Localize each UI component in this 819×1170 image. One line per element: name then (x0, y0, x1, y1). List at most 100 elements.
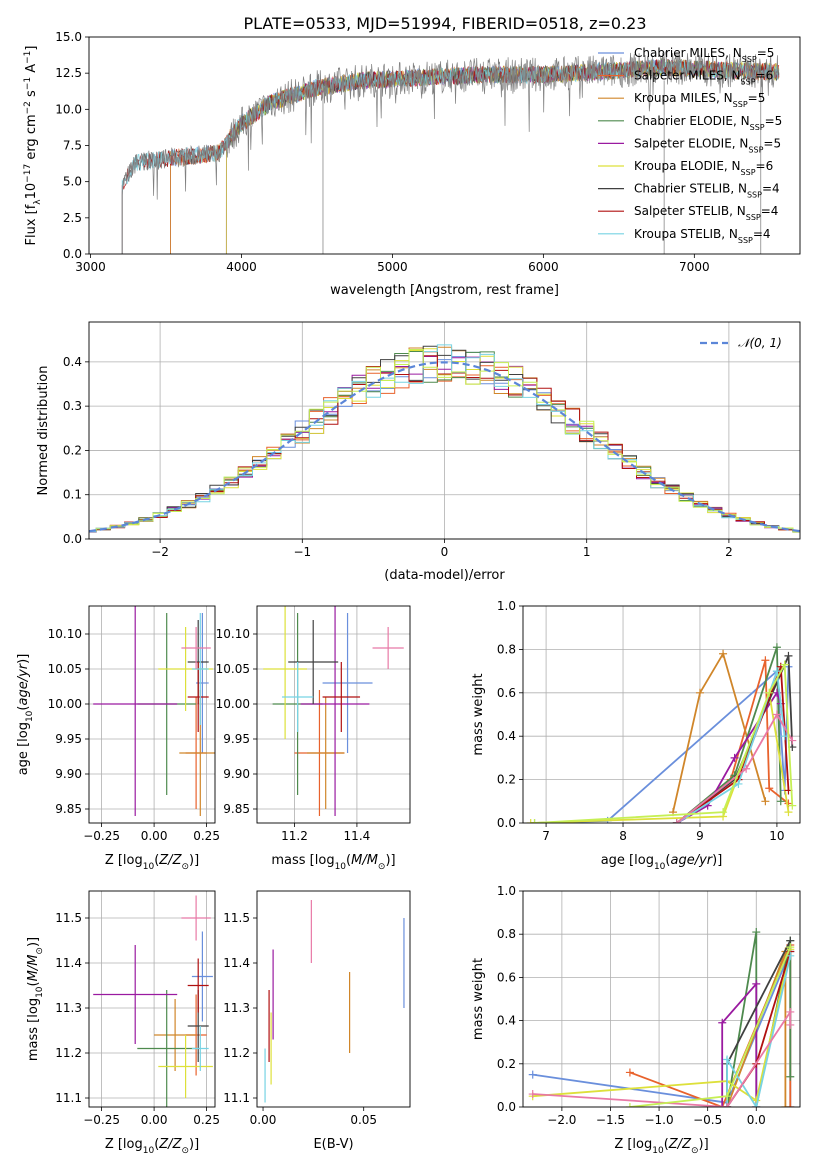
y-tick-label: 0.4 (497, 729, 516, 743)
x-tick-label: 11.4 (344, 829, 371, 843)
legend-label: Salpeter STELIB, NSSP=4 (634, 204, 778, 222)
label-fragment: M/M (26, 955, 41, 982)
label-fragment: )] (699, 1137, 709, 1152)
y-tick-label: 2.5 (63, 211, 82, 225)
weight-point-marker (723, 1092, 732, 1101)
weight-point-marker (786, 1072, 795, 1081)
y-tick-label: 0.0 (63, 532, 82, 546)
legend-label: Chabrier ELODIE, NSSP=5 (634, 114, 782, 132)
label-fragment: ⊙ (35, 947, 45, 955)
x-tick-label: −2.0 (547, 1113, 576, 1127)
label-fragment: ( (665, 853, 670, 868)
label-fragment: mass [log (271, 853, 334, 868)
label-fragment: )] (16, 654, 31, 664)
y-tick-label: 11.1 (223, 1091, 250, 1105)
label-fragment: 10 (654, 862, 666, 872)
label-fragment: −1 (23, 77, 33, 90)
weight-point-marker (528, 1070, 537, 1079)
plot-area (264, 900, 405, 1103)
legend-label-fragment: =5 (748, 91, 766, 105)
x-tick-label: −2 (151, 545, 169, 559)
y-tick-label: 10.10 (216, 627, 250, 641)
label-fragment: ] (24, 46, 39, 51)
label-fragment: ⊙ (181, 1146, 189, 1156)
label-fragment: 10 (24, 183, 39, 200)
y-tick-label: 7.5 (63, 139, 82, 153)
plot-area (528, 928, 795, 1107)
y-tick-label: 11.3 (55, 1001, 82, 1015)
legend-label-fragment: Kroupa MILES, N (634, 91, 733, 105)
y-tick-label: 0.1 (63, 488, 82, 502)
label-fragment: 10 (143, 1146, 155, 1156)
weight-point-marker (695, 688, 704, 697)
plot-area (93, 606, 215, 816)
plot-area (89, 344, 800, 533)
x-axis-label: wavelength [Angstrom, rest frame] (330, 283, 559, 298)
weight-point-marker (752, 979, 761, 988)
label-fragment: −17 (23, 164, 33, 183)
legend-label-fragment: Salpeter ELODIE, N (634, 136, 748, 150)
legend-label-fragment: Chabrier MILES, N (634, 46, 742, 60)
label-fragment: age/yr (670, 853, 713, 868)
label-fragment: )] (189, 1137, 199, 1152)
x-tick-label: 6000 (528, 260, 559, 274)
figure-title: PLATE=0533, MJD=51994, FIBERID=0518, z=0… (243, 14, 646, 33)
label-fragment: (data-model)/error (384, 568, 505, 583)
y-tick-label: 10.10 (48, 627, 82, 641)
y-tick-label: 9.85 (223, 802, 250, 816)
weight-series-line (532, 1009, 792, 1107)
x-tick-label: 0 (441, 545, 449, 559)
y-tick-label: 0.0 (497, 1100, 516, 1114)
legend-label-fragment: SSP (746, 213, 761, 222)
y-tick-label: 12.5 (55, 66, 82, 80)
legend-label-fragment: =4 (761, 204, 779, 218)
y-tick-label: 11.5 (223, 911, 250, 925)
legend-label: Salpeter ELODIE, NSSP=5 (634, 136, 781, 154)
y-tick-label: 0.6 (497, 970, 516, 984)
weight-point-marker (526, 819, 535, 823)
legend-label-fragment: =5 (765, 114, 783, 128)
y-tick-label: 5.0 (63, 175, 82, 189)
y-axis-label: Flux [fλ10−17 erg cm−2 s−1 A−1] (23, 46, 43, 246)
legend-label-fragment: SSP (742, 55, 757, 64)
y-tick-label: 11.1 (55, 1091, 82, 1105)
label-fragment: )] (712, 853, 722, 868)
y-tick-label: 10.00 (216, 697, 250, 711)
weight-point-marker (625, 1068, 634, 1077)
y-tick-label: 0.8 (497, 927, 516, 941)
legend-label-fragment: Kroupa ELODIE, N (634, 159, 741, 173)
label-fragment: 10 (25, 710, 35, 722)
weight-point-marker (786, 1020, 795, 1029)
weight-point-marker (772, 667, 781, 676)
x-tick-label: 0.0 (747, 1113, 766, 1127)
weight-point-marker (752, 928, 761, 937)
label-fragment: age/yr (16, 662, 31, 705)
label-fragment: s (24, 90, 39, 101)
label-fragment: λ (33, 199, 43, 205)
label-fragment: Z [log (105, 853, 143, 868)
y-tick-label: 10.05 (216, 662, 250, 676)
y-axis-label: mass weight (471, 958, 486, 1040)
weight-point-marker (742, 764, 751, 773)
mass-weight-vs-metallicity-panel: −2.0 −1.5 −1.0 −0.5 0.0 0.0 0.2 0.4 0.6 0.8 1.0 Z [… (471, 884, 801, 1156)
x-tick-label: 0.25 (193, 1113, 220, 1127)
label-fragment: −2 (23, 101, 33, 114)
legend-label-fragment: SSP (738, 235, 753, 244)
legend-label: Kroupa MILES, NSSP=5 (634, 91, 765, 109)
age-vs-mass-panel: 11.2 11.4 9.85 9.90 9.95 10.00 10.05 10.10 mass … (216, 605, 411, 872)
label-fragment: Z/Z (668, 1137, 692, 1152)
y-tick-label: 11.4 (55, 956, 82, 970)
x-axis-label: (data-model)/error (384, 568, 505, 583)
label-fragment: −1 (23, 51, 33, 64)
y-tick-label: 9.90 (223, 767, 250, 781)
x-axis-label: age [log10(age/yr)] (601, 853, 723, 872)
weight-point-marker (765, 688, 774, 697)
x-tick-label: −0.5 (693, 1113, 722, 1127)
weight-point-marker (719, 808, 728, 817)
label-fragment: )] (385, 853, 395, 868)
weight-point-marker (528, 1090, 537, 1099)
weight-series-line (676, 712, 794, 823)
label-fragment: age [log (601, 853, 654, 868)
